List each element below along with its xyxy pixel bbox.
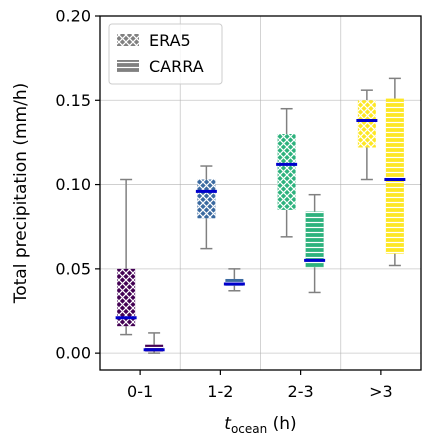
plot-frame xyxy=(99,15,422,371)
x-tick-label: >3 xyxy=(369,382,393,401)
legend-label-carra: CARRA xyxy=(149,57,204,76)
x-tick-label: 0-1 xyxy=(127,382,153,401)
axes-layer: 0.00 0.05 0.10 0.15 0.20 0-1 1-2 2-3 >3 Total pre… xyxy=(11,7,393,437)
box-carra-2 xyxy=(304,193,326,294)
box-hatch xyxy=(145,344,164,352)
y-tick-label: 0.10 xyxy=(55,175,91,194)
legend: ERA5 CARRA xyxy=(108,23,223,85)
box-hatch xyxy=(277,134,296,210)
y-tick-label: 0.20 xyxy=(55,7,91,26)
legend-label-era5: ERA5 xyxy=(149,31,191,50)
box-era5-2 xyxy=(276,107,298,238)
box-hatch xyxy=(385,98,404,254)
box-hatch xyxy=(117,268,136,327)
box-era5-1 xyxy=(195,165,217,250)
box-carra-3 xyxy=(384,77,406,267)
boxes-layer xyxy=(115,77,406,354)
box-hatch xyxy=(197,179,216,219)
y-tick-label: 0.15 xyxy=(55,91,91,110)
legend-swatch-hatch xyxy=(117,34,139,46)
box-carra-1 xyxy=(223,268,245,292)
box-hatch xyxy=(225,278,244,286)
x-tick-label: 2-3 xyxy=(288,382,314,401)
box-era5-3 xyxy=(356,89,378,181)
y-tick-label: 0.00 xyxy=(55,344,91,363)
box-hatch xyxy=(357,100,376,148)
x-axis-title: tocean (h) xyxy=(224,414,296,436)
box-era5-0 xyxy=(115,178,137,336)
x-tick-label: 1-2 xyxy=(207,382,233,401)
y-axis-title: Total precipitation (mm/h) xyxy=(11,83,31,305)
legend-swatch-hatch xyxy=(117,60,139,72)
box-hatch xyxy=(305,211,324,268)
y-tick-label: 0.05 xyxy=(55,259,91,278)
box-carra-0 xyxy=(143,332,165,354)
